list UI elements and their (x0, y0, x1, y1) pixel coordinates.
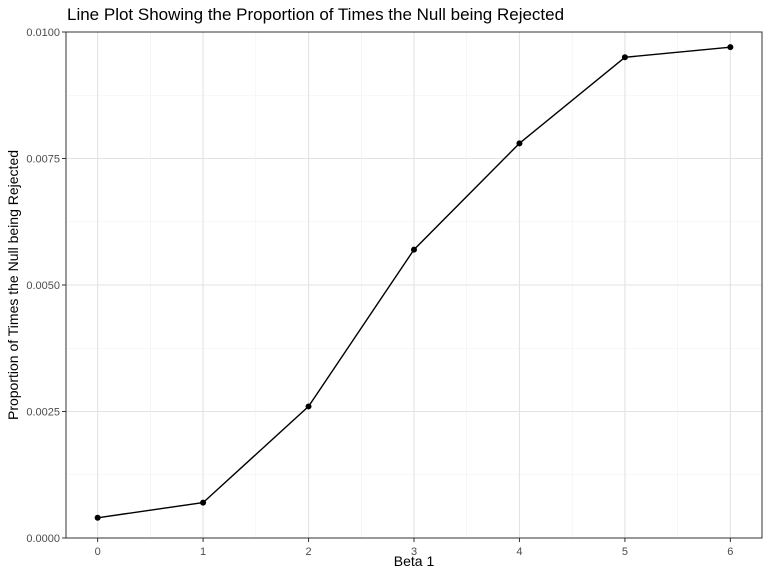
data-point (305, 403, 312, 410)
data-point (411, 246, 417, 253)
x-axis: 0 1 2 3 4 5 6 (95, 538, 733, 558)
y-tick-label: 0.0075 (26, 154, 60, 166)
data-points (94, 44, 734, 521)
x-tick-label: 5 (622, 546, 628, 558)
y-tick-label: 0.0025 (26, 407, 60, 419)
y-tick-label: 0.0100 (26, 27, 60, 39)
y-tick-label: 0.0000 (26, 533, 60, 545)
data-point (516, 140, 523, 147)
data-point (621, 54, 628, 61)
x-tick-label: 0 (95, 546, 101, 558)
data-point (727, 44, 734, 51)
x-axis-title: Beta 1 (394, 553, 435, 569)
x-tick-label: 3 (411, 546, 417, 558)
x-tick-label: 4 (516, 546, 522, 558)
x-tick-label: 6 (727, 546, 733, 558)
x-tick-label: 1 (200, 546, 206, 558)
chart-title: Line Plot Showing the Proportion of Time… (67, 5, 564, 24)
y-tick-label: 0.0050 (26, 280, 60, 292)
x-tick-label: 2 (305, 546, 311, 558)
y-axis: 0.0000 0.0025 0.0050 0.0075 0.0100 (26, 27, 66, 545)
data-point (94, 514, 101, 521)
y-axis-title: Proportion of Times the Null being Rejec… (5, 150, 21, 420)
data-point (200, 499, 207, 506)
